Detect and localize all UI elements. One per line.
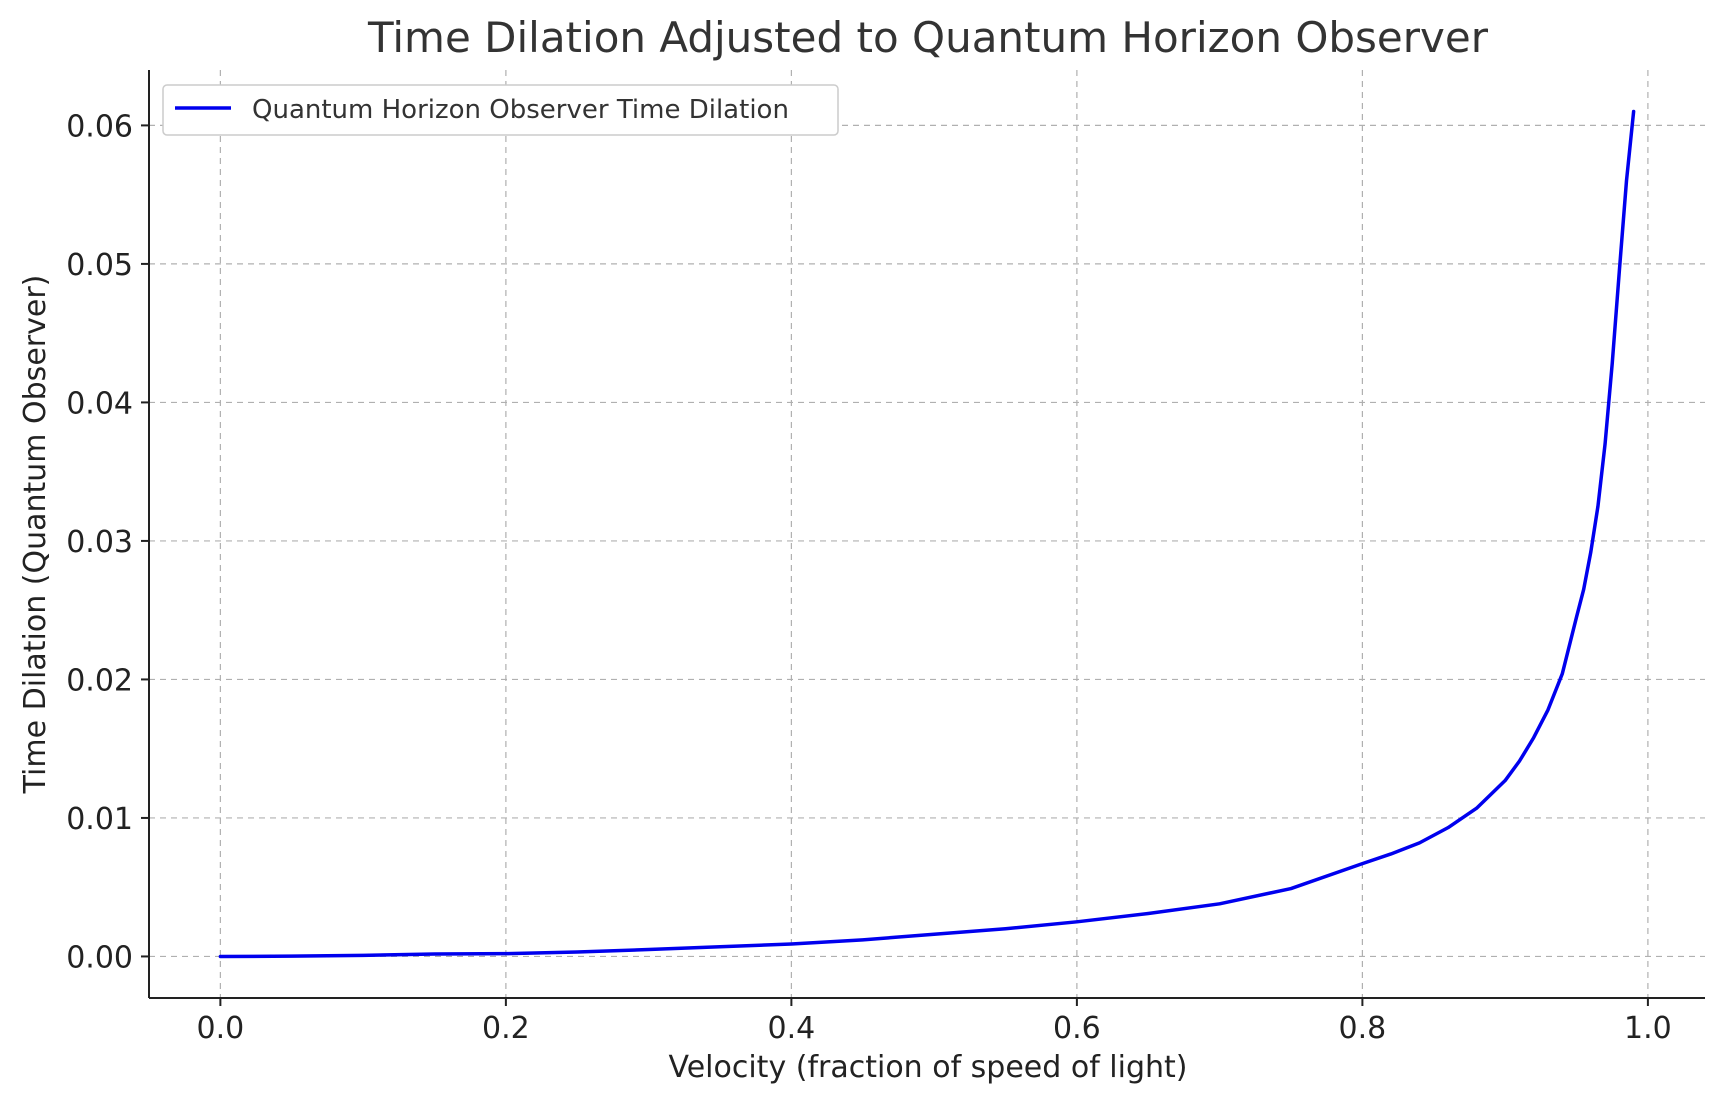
- x-tick-label: 1.0: [1624, 1011, 1672, 1046]
- legend-label: Quantum Horizon Observer Time Dilation: [252, 95, 789, 125]
- x-tick-label: 0.4: [768, 1011, 816, 1046]
- x-tick-label: 0.8: [1339, 1011, 1387, 1046]
- y-axis-ticks: 0.00 0.01 0.02 0.03 0.04 0.05 0.06: [66, 109, 149, 975]
- y-tick-label: 0.02: [66, 663, 133, 698]
- x-axis-label: Velocity (fraction of speed of light): [669, 1050, 1188, 1085]
- y-tick-label: 0.06: [66, 109, 133, 144]
- x-tick-label: 0.2: [482, 1011, 530, 1046]
- y-axis-label: Time Dilation (Quantum Observer): [18, 275, 53, 795]
- series-layer: [218, 109, 1636, 959]
- x-axis-ticks: 0.0 0.2 0.4 0.6 0.8 1.0: [197, 998, 1672, 1046]
- y-tick-label: 0.03: [66, 525, 133, 560]
- x-tick-label: 0.0: [197, 1011, 245, 1046]
- grid: [149, 70, 1705, 998]
- legend: Quantum Horizon Observer Time Dilation: [162, 84, 839, 136]
- y-tick-label: 0.04: [66, 386, 133, 421]
- chart-title: Time Dilation Adjusted to Quantum Horizo…: [367, 13, 1489, 62]
- y-tick-label: 0.05: [66, 248, 133, 283]
- y-tick-label: 0.00: [66, 940, 133, 975]
- x-tick-label: 0.6: [1053, 1011, 1101, 1046]
- y-tick-label: 0.01: [66, 802, 133, 837]
- axes: [148, 70, 1705, 999]
- legend-box: [162, 84, 839, 136]
- series-line-0: [218, 109, 1636, 959]
